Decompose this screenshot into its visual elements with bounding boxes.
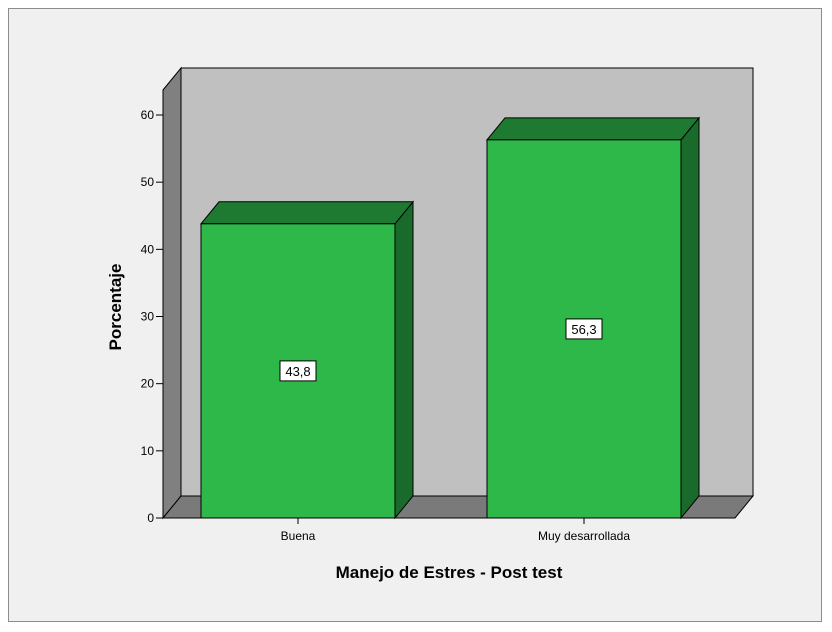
value-label-box <box>279 360 317 382</box>
y-tick-label: 60 <box>141 108 155 122</box>
y-tick-label: 50 <box>141 175 155 189</box>
y-tick-label: 30 <box>141 310 155 324</box>
bar-side <box>394 200 414 520</box>
bars: 43,8 56,3 <box>199 116 701 520</box>
side-wall <box>162 66 182 520</box>
bar-top <box>485 117 701 141</box>
x-tick-label: Muy desarrollada <box>538 529 630 543</box>
bar-2: 56,3 <box>485 116 701 520</box>
x-axis: Buena Muy desarrollada <box>281 518 630 543</box>
y-tick-label: 10 <box>141 444 155 458</box>
value-label-box <box>565 318 603 340</box>
y-axis-title: Porcentaje <box>106 264 125 351</box>
value-label: 43,8 <box>285 364 310 379</box>
x-tick-label: Buena <box>281 529 316 543</box>
x-axis-title: Manejo de Estres - Post test <box>336 563 563 582</box>
bar-1: 43,8 <box>199 200 415 520</box>
y-tick-label: 20 <box>141 377 155 391</box>
bar-top <box>199 201 415 225</box>
bar-side <box>680 116 700 520</box>
y-tick-label: 40 <box>141 242 155 256</box>
value-label: 56,3 <box>571 322 596 337</box>
y-axis: 0 10 20 30 40 50 60 <box>141 108 163 525</box>
y-tick-label: 0 <box>147 511 154 525</box>
